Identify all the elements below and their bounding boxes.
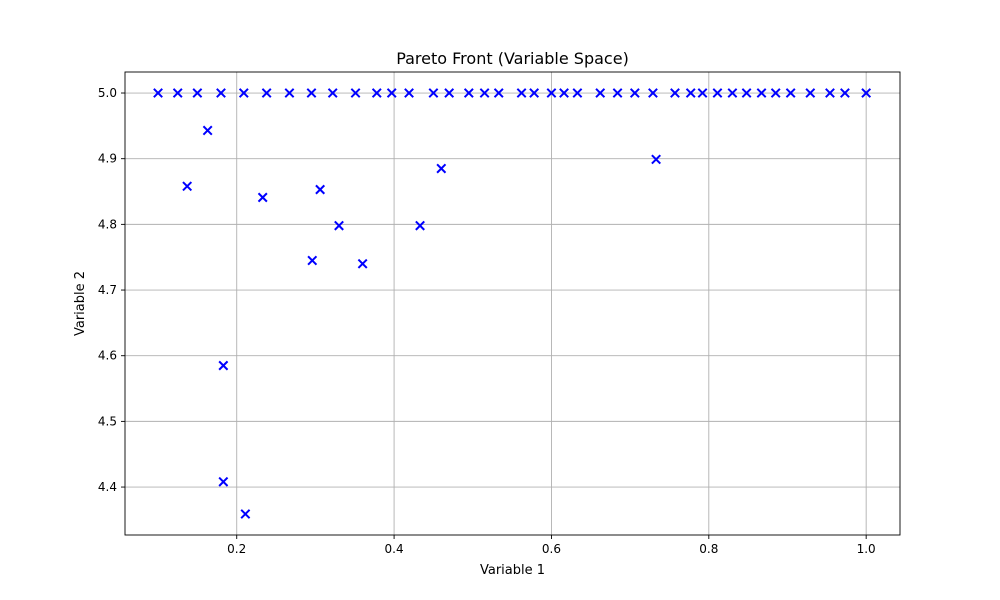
data-point-marker xyxy=(172,88,183,98)
data-point-marker xyxy=(192,88,203,98)
x-tick-label: 0.2 xyxy=(227,542,246,556)
y-tick-label: 4.6 xyxy=(98,349,117,363)
data-point-marker xyxy=(479,88,490,98)
y-axis-label: Variable 2 xyxy=(73,271,88,336)
data-point-marker xyxy=(357,258,368,269)
data-point-marker xyxy=(572,88,583,98)
data-point-marker xyxy=(444,88,455,98)
data-point-marker xyxy=(712,88,723,98)
data-point-marker xyxy=(153,88,163,98)
plot-area-frame xyxy=(124,71,901,536)
data-point-marker xyxy=(371,88,382,98)
y-tick-label: 4.7 xyxy=(98,283,117,297)
data-point-marker xyxy=(825,88,835,98)
data-point-marker xyxy=(595,88,606,98)
y-tick-label: 4.4 xyxy=(98,480,117,494)
axis-ticks: 0.2 0.4 0.6 0.8 1.0 4.4 4.5 4.6 4.7 4.8 4.9 5.0 xyxy=(98,86,876,556)
data-point-marker xyxy=(685,88,696,98)
data-point-marker xyxy=(529,88,540,98)
y-tick-label: 4.9 xyxy=(98,152,117,166)
data-point-marker xyxy=(307,255,318,266)
data-point-marker xyxy=(840,88,850,98)
data-point-marker xyxy=(648,88,658,98)
data-point-marker xyxy=(463,88,474,98)
data-point-marker xyxy=(182,181,193,192)
data-point-marker xyxy=(404,88,414,98)
data-point-marker xyxy=(218,476,229,487)
data-point-marker xyxy=(651,154,661,165)
data-point-marker xyxy=(327,88,338,98)
data-point-marker xyxy=(436,163,447,174)
data-points xyxy=(153,88,872,519)
data-point-marker xyxy=(493,88,504,98)
data-point-marker xyxy=(218,360,229,371)
data-point-marker xyxy=(428,88,439,98)
data-point-marker xyxy=(727,88,738,98)
data-point-marker xyxy=(315,184,326,195)
data-point-marker xyxy=(334,220,344,231)
data-point-marker xyxy=(546,88,557,98)
data-point-marker xyxy=(202,125,213,136)
data-point-marker xyxy=(805,88,816,98)
data-point-marker xyxy=(216,88,226,98)
data-point-marker xyxy=(350,88,361,98)
x-tick-label: 1.0 xyxy=(857,542,876,556)
data-point-marker xyxy=(741,88,752,98)
y-tick-label: 4.5 xyxy=(98,414,117,428)
data-point-marker xyxy=(415,220,425,231)
x-axis-label: Variable 1 xyxy=(480,563,545,578)
data-point-marker xyxy=(785,88,796,98)
y-tick-label: 5.0 xyxy=(98,86,117,100)
chart-title: Pareto Front (Variable Space) xyxy=(396,49,629,68)
data-point-marker xyxy=(756,88,767,98)
data-point-marker xyxy=(306,88,317,98)
data-point-marker xyxy=(284,88,295,98)
data-point-marker xyxy=(629,88,640,98)
grid-lines xyxy=(125,72,900,535)
y-tick-label: 4.8 xyxy=(98,217,117,231)
data-point-marker xyxy=(240,509,251,519)
data-point-marker xyxy=(861,88,872,98)
data-point-marker xyxy=(670,88,680,98)
data-point-marker xyxy=(238,88,249,98)
data-point-marker xyxy=(612,88,623,98)
data-point-marker xyxy=(697,88,708,98)
x-tick-label: 0.8 xyxy=(699,542,718,556)
data-point-marker xyxy=(261,88,272,98)
data-point-marker xyxy=(559,88,569,98)
data-point-marker xyxy=(770,88,781,98)
data-point-marker xyxy=(257,192,268,203)
x-tick-label: 0.6 xyxy=(542,542,561,556)
data-point-marker xyxy=(516,88,527,98)
data-point-marker xyxy=(386,88,397,98)
x-tick-label: 0.4 xyxy=(385,542,404,556)
